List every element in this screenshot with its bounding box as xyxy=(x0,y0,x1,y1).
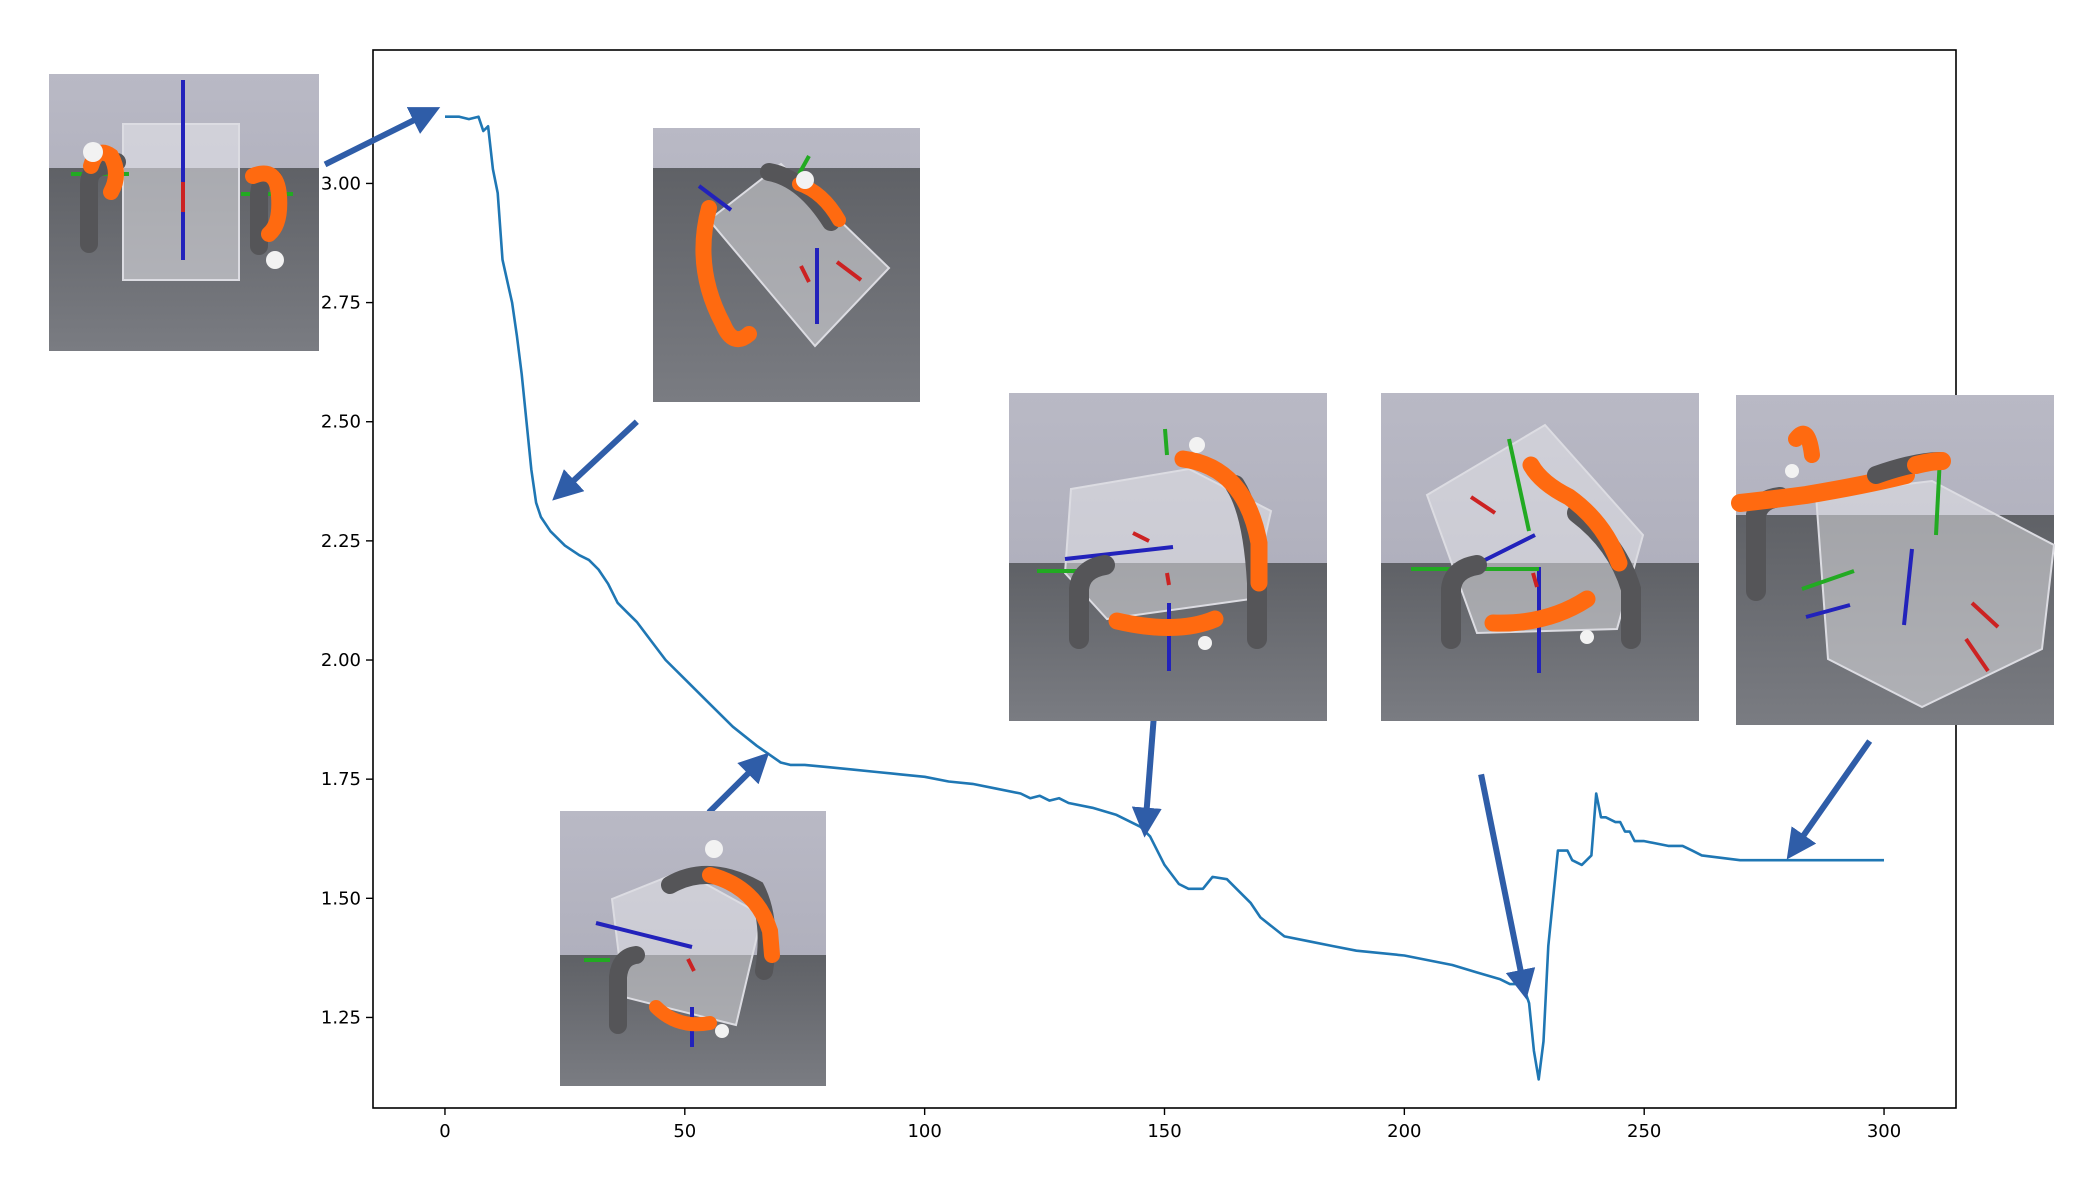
annotation-arrow xyxy=(552,419,639,501)
x-tick-label: 200 xyxy=(1387,1121,1421,1142)
x-tick-label: 50 xyxy=(673,1121,696,1142)
inset-step-150 xyxy=(1009,393,1327,721)
annotation-arrow xyxy=(1786,739,1873,860)
y-tick-label: 1.50 xyxy=(321,888,361,909)
y-tick-label: 1.75 xyxy=(321,769,361,790)
x-tick-label: 300 xyxy=(1867,1121,1901,1142)
inset-step-300 xyxy=(1731,395,2056,725)
y-tick-label: 2.25 xyxy=(321,531,361,552)
inset-step-25 xyxy=(653,128,920,402)
annotation-arrow xyxy=(1478,773,1536,1000)
y-tick-label: 1.25 xyxy=(321,1007,361,1028)
inset-step-0 xyxy=(49,74,319,351)
x-tick-label: 150 xyxy=(1147,1121,1181,1142)
annotation-arrow xyxy=(1131,702,1162,838)
x-tick-label: 100 xyxy=(907,1121,941,1142)
inset-step-65 xyxy=(560,811,826,1086)
inset-step-225 xyxy=(1381,393,1699,721)
y-tick-label: 2.00 xyxy=(321,650,361,671)
annotation-arrows xyxy=(323,107,1873,1000)
y-tick-label: 3.00 xyxy=(321,173,361,194)
annotation-arrow xyxy=(706,752,770,815)
annotation-arrow xyxy=(323,107,441,168)
x-tick-label: 250 xyxy=(1627,1121,1661,1142)
y-tick-label: 2.50 xyxy=(321,412,361,433)
y-axis: 1.25 1.50 1.75 2.00 2.25 2.50 2.75 3.00 xyxy=(321,173,373,1028)
data-line xyxy=(445,115,1884,1081)
x-tick-label: 0 xyxy=(439,1121,450,1142)
x-axis: 0 50 100 150 200 250 300 xyxy=(439,1108,1901,1142)
y-tick-label: 2.75 xyxy=(321,293,361,314)
